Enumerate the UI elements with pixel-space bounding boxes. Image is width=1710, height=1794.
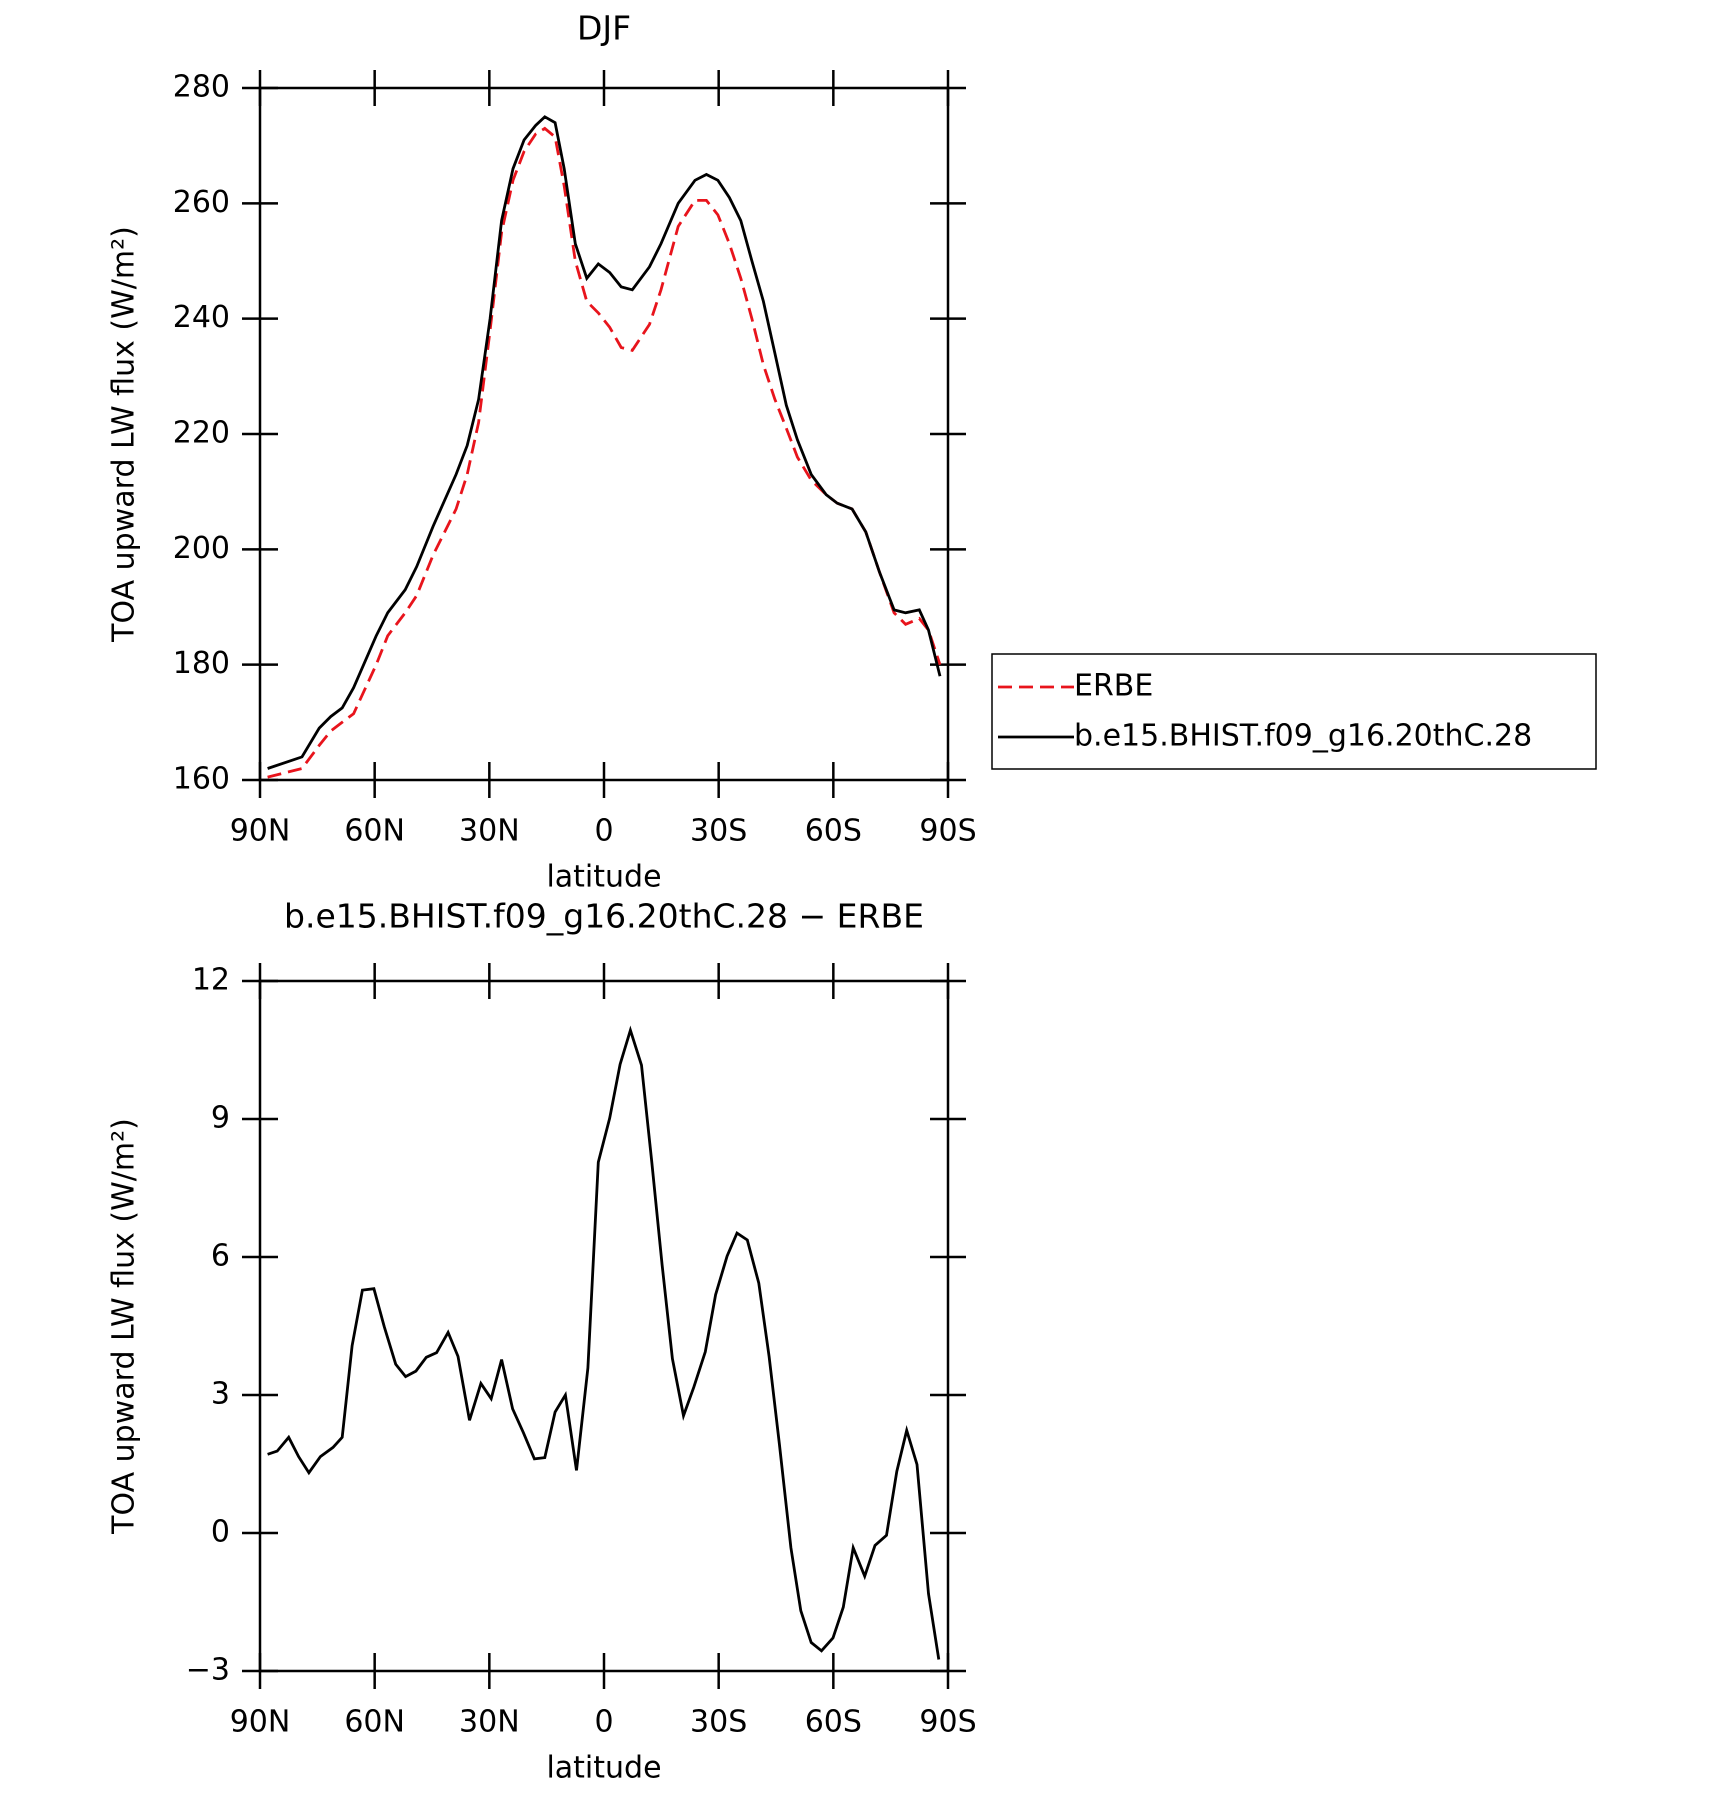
y-tick-label: 3 [211,1377,230,1412]
x-tick-label: 90N [230,1705,291,1740]
y-tick-label: 6 [211,1239,230,1274]
y-tick-label: 9 [211,1101,230,1136]
y-tick-label: 200 [173,531,230,566]
y-tick-label: 12 [192,963,230,998]
y-axis-label: TOA upward LW flux (W/m²) [107,1118,142,1535]
x-tick-label: 90S [919,814,976,849]
legend-label: ERBE [1074,669,1153,704]
x-tick-label: 30N [459,1705,520,1740]
chart-title: DJF [577,9,631,48]
legend: ERBE b.e15.BHIST.f09_g16.20thC.28 [991,653,1597,770]
y-tick-label: 160 [173,762,230,797]
data-line [267,1025,941,1660]
chart-title: b.e15.BHIST.f09_g16.20thC.28 − ERBE [284,897,924,936]
x-tick-label: 60N [344,814,405,849]
x-tick-label: 0 [594,814,613,849]
legend-label: b.e15.BHIST.f09_g16.20thC.28 [1074,719,1532,754]
y-tick-label: 220 [173,416,230,451]
legend-box [991,653,1597,770]
x-axis-label: latitude [546,1751,661,1786]
x-tick-label: 0 [594,1705,613,1740]
x-tick-label: 90N [230,814,291,849]
x-tick-label: 30N [459,814,520,849]
y-tick-label: 260 [173,185,230,220]
x-tick-label: 60S [805,1705,862,1740]
x-tick-label: 30S [690,814,747,849]
x-tick-label: 60S [805,814,862,849]
x-tick-label: 60N [344,1705,405,1740]
y-tick-label: 0 [211,1515,230,1550]
y-tick-label: 280 [173,70,230,105]
y-tick-label: 180 [173,646,230,681]
y-axis-label: TOA upward LW flux (W/m²) [107,226,142,643]
y-tick-label: 240 [173,300,230,335]
data-line [267,126,942,779]
x-axis-label: latitude [546,860,661,895]
x-tick-label: 30S [690,1705,747,1740]
plot-frame [258,86,950,782]
data-line [267,115,942,770]
x-tick-label: 90S [919,1705,976,1740]
y-tick-label: −3 [186,1653,230,1688]
plot-frame [258,979,950,1673]
